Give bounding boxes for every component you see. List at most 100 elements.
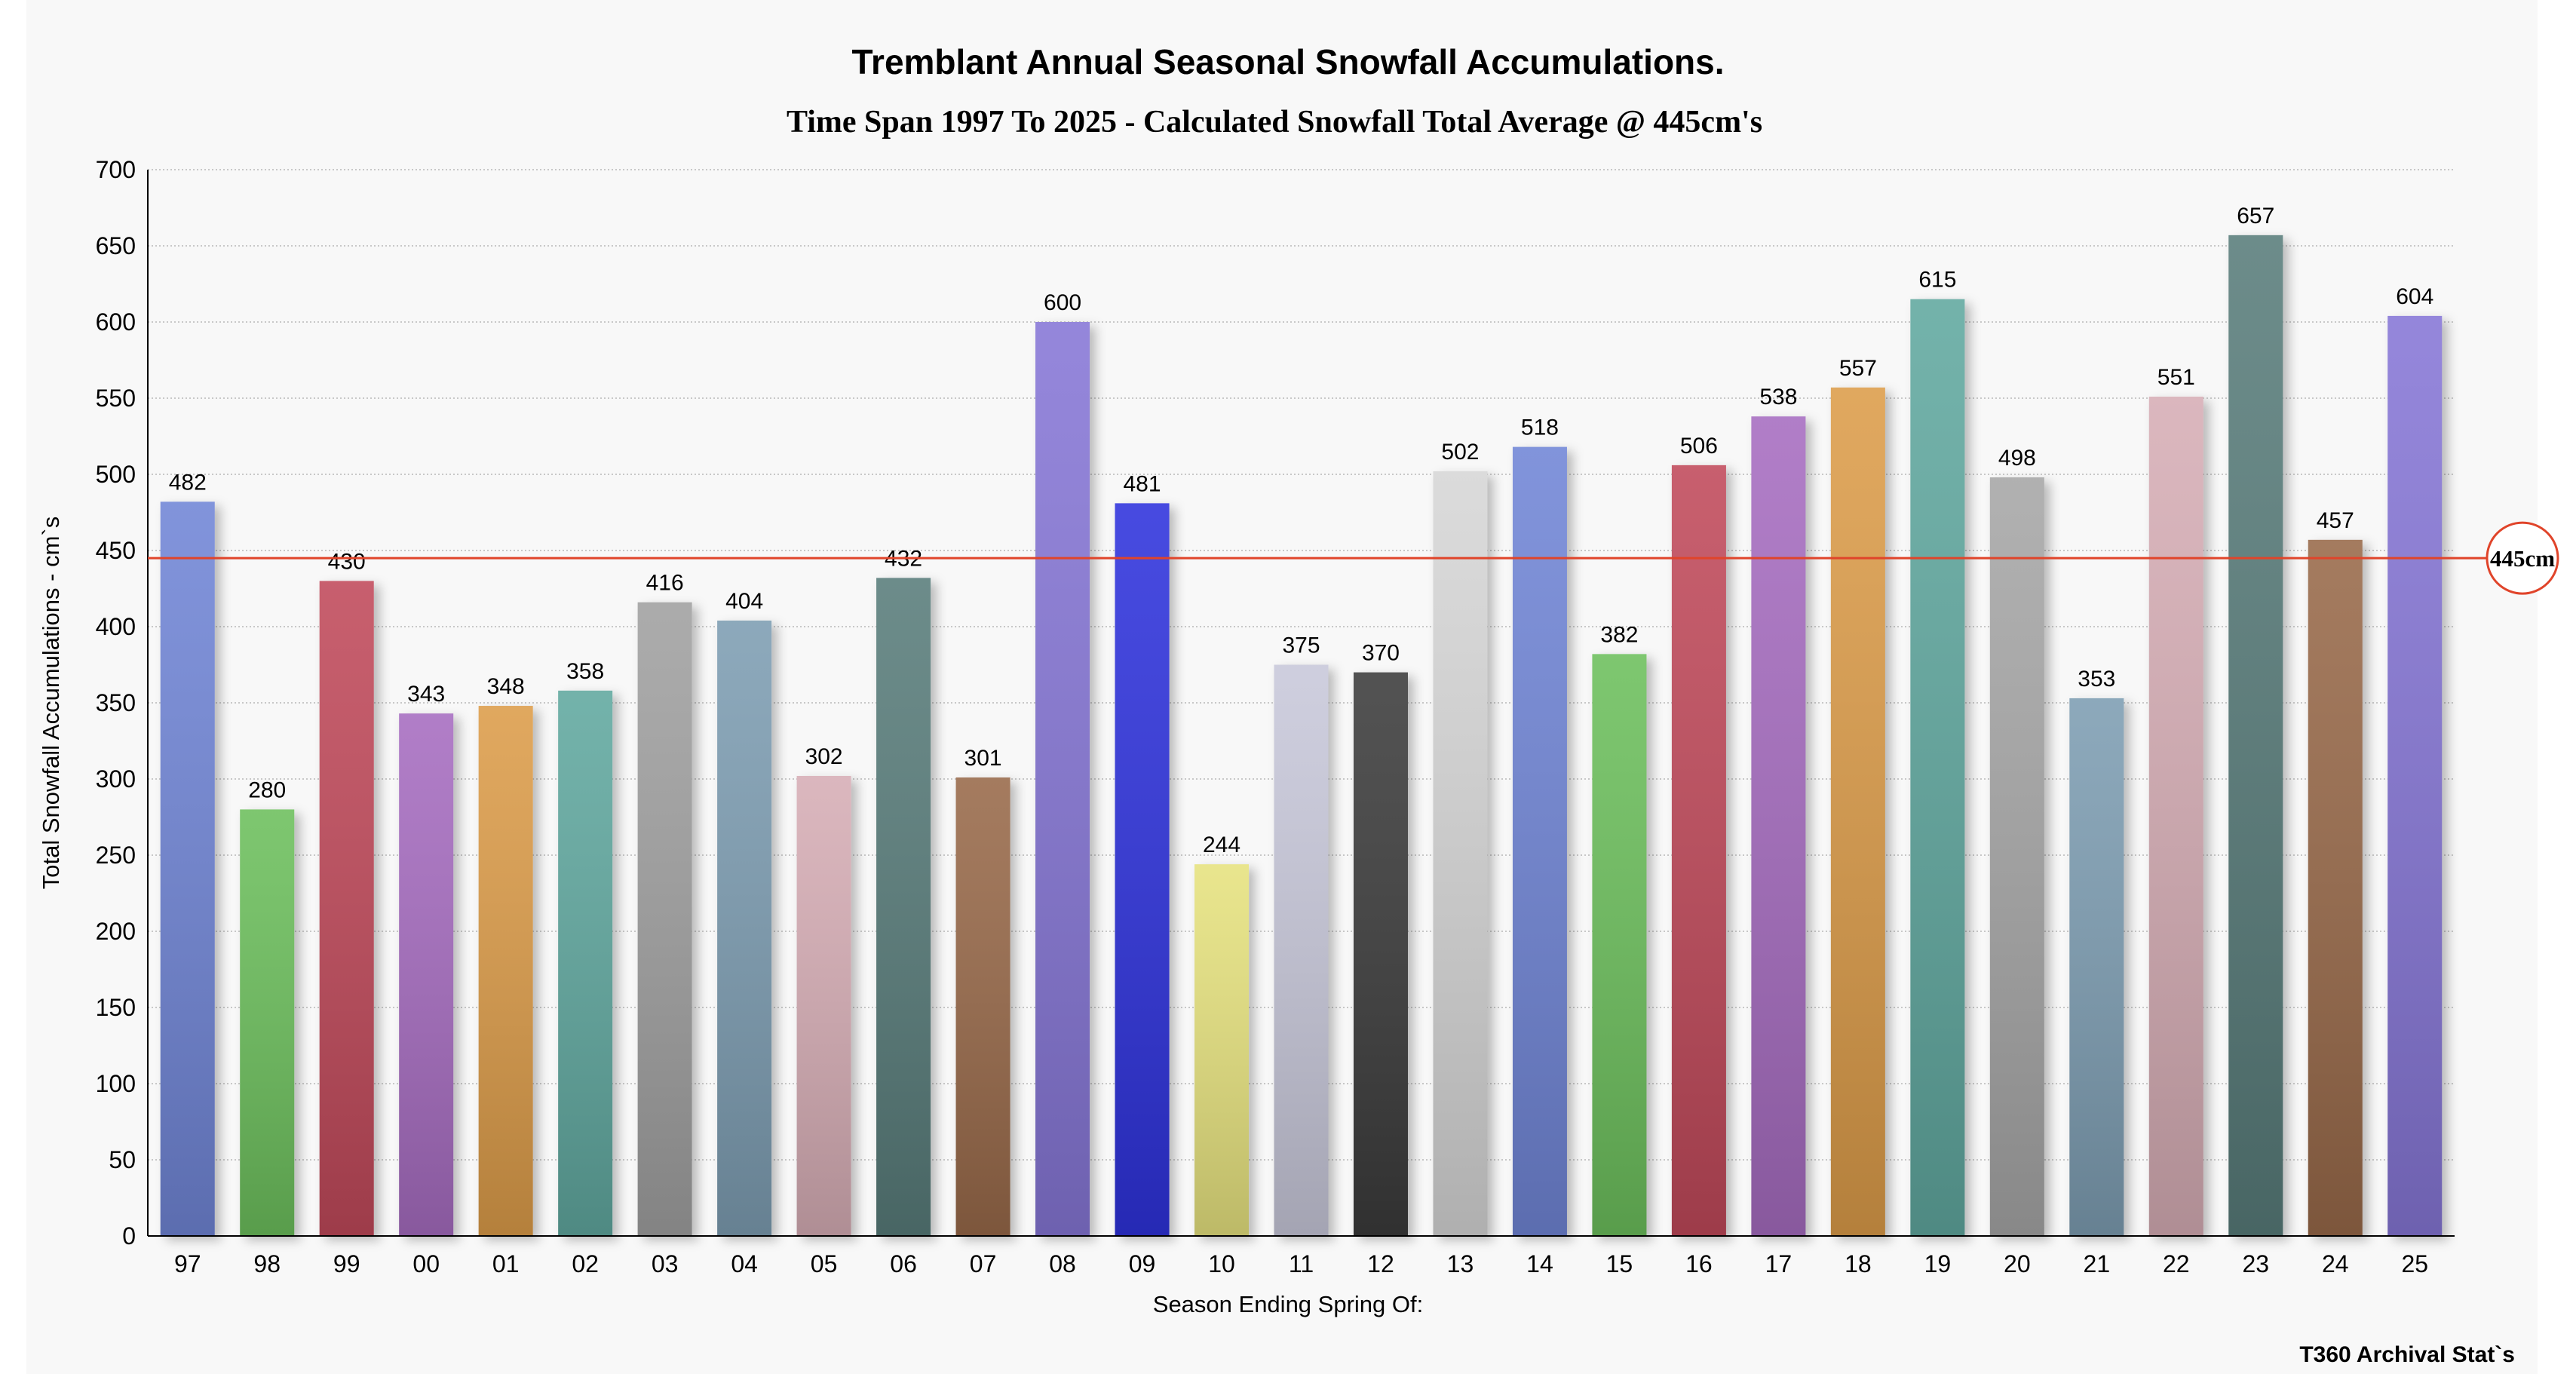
- bar-shade: [2228, 235, 2283, 1236]
- data-label: 430: [328, 549, 366, 574]
- bar-shade: [240, 809, 295, 1236]
- data-label: 538: [1759, 385, 1797, 409]
- x-tick-label: 22: [2163, 1250, 2190, 1277]
- y-tick-label: 150: [96, 994, 136, 1021]
- bar-shade: [796, 775, 851, 1236]
- data-label: 280: [248, 777, 286, 802]
- x-tick-label: 12: [1367, 1250, 1394, 1277]
- data-label: 498: [1998, 446, 2036, 471]
- y-tick-label: 350: [96, 689, 136, 716]
- bar-shade: [1512, 446, 1567, 1236]
- bar-shade: [1433, 471, 1488, 1236]
- y-tick-label: 100: [96, 1070, 136, 1097]
- x-tick-label: 16: [1685, 1250, 1713, 1277]
- bar-shade: [1751, 416, 1806, 1236]
- data-label: 506: [1680, 434, 1718, 458]
- data-label: 600: [1044, 290, 1081, 315]
- y-tick-label: 250: [96, 842, 136, 869]
- x-tick-label: 21: [2084, 1250, 2111, 1277]
- data-label: 375: [1282, 633, 1320, 658]
- y-tick-label: 0: [122, 1222, 136, 1250]
- x-axis-label: Season Ending Spring Of:: [1153, 1291, 1423, 1317]
- y-tick-label: 300: [96, 765, 136, 793]
- bar-shade: [2148, 396, 2203, 1236]
- bar-shade: [1115, 503, 1170, 1236]
- bar-shade: [1035, 322, 1090, 1236]
- data-label: 657: [2237, 204, 2274, 228]
- x-tick-label: 05: [811, 1250, 838, 1277]
- x-tick-label: 17: [1765, 1250, 1792, 1277]
- data-label: 604: [2396, 284, 2433, 309]
- data-label: 404: [725, 589, 763, 614]
- bar-shade: [2308, 539, 2363, 1236]
- data-label: 482: [169, 470, 207, 495]
- bar-shade: [1910, 299, 1965, 1237]
- y-tick-label: 50: [109, 1146, 136, 1173]
- bar-shade: [160, 501, 215, 1236]
- data-label: 358: [566, 659, 604, 684]
- data-label: 343: [407, 682, 445, 707]
- x-tick-label: 14: [1526, 1250, 1553, 1277]
- data-label: 615: [1918, 268, 1956, 293]
- y-tick-label: 600: [96, 308, 136, 336]
- x-tick-label: 08: [1049, 1250, 1076, 1277]
- x-tick-label: 06: [890, 1250, 917, 1277]
- data-label: 457: [2317, 508, 2354, 533]
- x-tick-label: 24: [2322, 1250, 2349, 1277]
- bar-shade: [876, 578, 931, 1236]
- x-tick-label: 00: [412, 1250, 440, 1277]
- data-label: 416: [646, 571, 684, 596]
- y-tick-label: 200: [96, 918, 136, 945]
- bar-shade: [1671, 465, 1726, 1236]
- x-tick-label: 23: [2242, 1250, 2269, 1277]
- data-label: 518: [1521, 416, 1559, 440]
- bar-shade: [1194, 864, 1250, 1236]
- y-tick-label: 400: [96, 613, 136, 640]
- y-tick-label: 700: [96, 156, 136, 183]
- data-label: 370: [1362, 641, 1400, 666]
- bar-shade: [1274, 664, 1329, 1236]
- bar-shade: [2387, 315, 2443, 1236]
- x-tick-label: 07: [970, 1250, 997, 1277]
- average-marker-circle: [2486, 521, 2559, 595]
- y-tick-label: 500: [96, 461, 136, 488]
- x-tick-label: 09: [1129, 1250, 1156, 1277]
- x-tick-label: 20: [2004, 1250, 2031, 1277]
- y-axis-label: Total Snowfall Accumulations - cm`s: [38, 517, 64, 889]
- data-label: 301: [964, 746, 1002, 771]
- data-label: 348: [487, 674, 525, 699]
- data-label: 481: [1124, 471, 1161, 496]
- x-tick-label: 11: [1289, 1250, 1314, 1277]
- y-tick-label: 650: [96, 232, 136, 259]
- x-tick-label: 01: [492, 1250, 520, 1277]
- x-tick-label: 13: [1447, 1250, 1474, 1277]
- x-tick-label: 03: [652, 1250, 679, 1277]
- bar-shade: [1353, 672, 1408, 1236]
- x-tick-label: 97: [174, 1250, 201, 1277]
- y-tick-label: 550: [96, 385, 136, 412]
- bar-shade: [1989, 477, 2044, 1236]
- data-label: 244: [1203, 833, 1240, 857]
- bar-shade: [955, 777, 1010, 1236]
- x-tick-label: 19: [1924, 1250, 1952, 1277]
- bar-shade: [637, 602, 692, 1236]
- bar-shade: [399, 713, 454, 1236]
- bar-shade: [2069, 698, 2124, 1236]
- chart-title: Tremblant Annual Seasonal Snowfall Accum…: [851, 42, 1724, 81]
- x-tick-label: 02: [572, 1250, 599, 1277]
- bar-shade: [1830, 387, 1885, 1236]
- x-tick-label: 25: [2401, 1250, 2428, 1277]
- x-tick-label: 98: [253, 1250, 281, 1277]
- bar-shade: [319, 581, 374, 1236]
- data-label: 382: [1600, 622, 1638, 647]
- bar-shade: [478, 706, 533, 1236]
- bar-shade: [717, 620, 772, 1236]
- data-label: 502: [1441, 440, 1479, 465]
- chart-subtitle: Time Span 1997 To 2025 - Calculated Snow…: [787, 105, 1762, 140]
- x-tick-label: 18: [1845, 1250, 1872, 1277]
- x-tick-label: 10: [1208, 1250, 1235, 1277]
- average-label: 445cm: [2490, 545, 2555, 572]
- bar-shade: [558, 690, 613, 1236]
- footer-credit: T360 Archival Stat`s: [2299, 1342, 2515, 1367]
